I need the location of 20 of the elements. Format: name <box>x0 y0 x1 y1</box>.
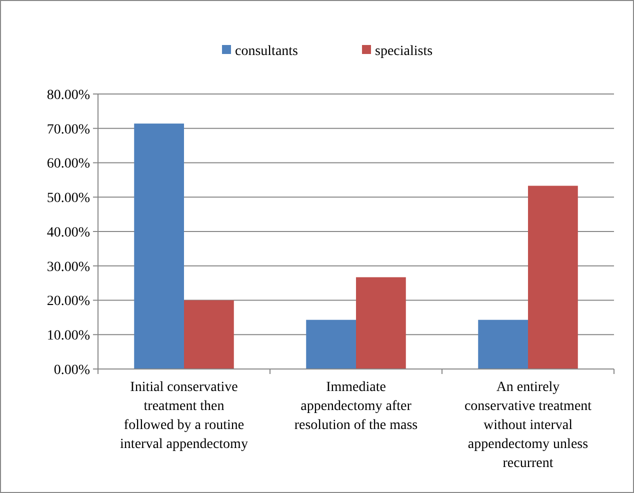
y-tick-label: 70.00% <box>46 122 90 138</box>
bar <box>356 277 406 369</box>
y-tick-label: 0.00% <box>54 362 90 378</box>
y-tick-label: 40.00% <box>46 225 90 240</box>
y-tick-label: 20.00% <box>46 294 90 310</box>
x-tick-label: An entirely conservative treatment without interval appendectomy unless recurrent <box>464 380 592 471</box>
x-tick-label: Initial conservative treatment then followed by a routine interval appendectomy <box>120 380 248 452</box>
bar <box>478 320 528 369</box>
y-tick-label: 80.00% <box>46 88 90 103</box>
x-tick-label: Immediate appendectomy after resolution of the mass <box>294 380 418 433</box>
bar <box>528 186 578 369</box>
legend-label: specialists <box>375 44 433 59</box>
y-tick-label: 10.00% <box>46 328 90 344</box>
y-tick-label: 60.00% <box>46 156 90 172</box>
y-tick-label: 30.00% <box>46 260 90 275</box>
legend-label: consultants <box>235 44 298 59</box>
bar <box>184 300 234 369</box>
y-tick-label: 50.00% <box>46 191 90 206</box>
bar <box>134 124 184 369</box>
bar <box>306 320 356 369</box>
